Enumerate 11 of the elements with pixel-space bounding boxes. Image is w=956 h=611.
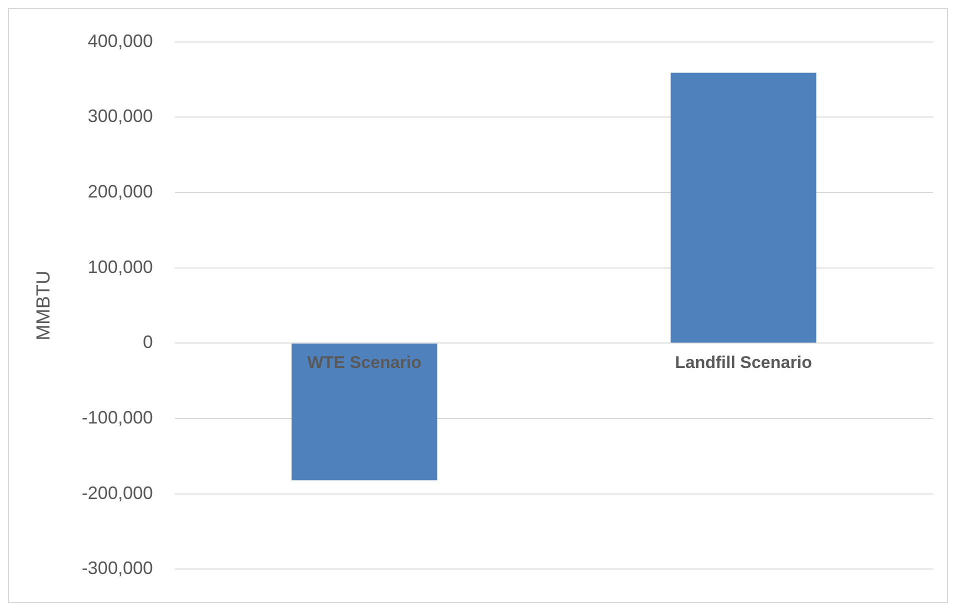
y-tick-label: 400,000 <box>88 30 153 51</box>
x-tick-label: WTE Scenario <box>307 353 422 372</box>
x-tick-label: Landfill Scenario <box>674 353 812 372</box>
y-tick-label: 200,000 <box>88 181 153 202</box>
y-tick-label: 100,000 <box>88 256 153 277</box>
y-axis-title: MMBTU <box>34 270 55 340</box>
y-tick-label: -100,000 <box>82 407 153 428</box>
y-tick-label: 300,000 <box>88 106 153 126</box>
y-tick-label: -300,000 <box>82 558 153 578</box>
y-tick-label: -200,000 <box>82 482 153 503</box>
y-tick-label: 0 <box>142 332 153 352</box>
